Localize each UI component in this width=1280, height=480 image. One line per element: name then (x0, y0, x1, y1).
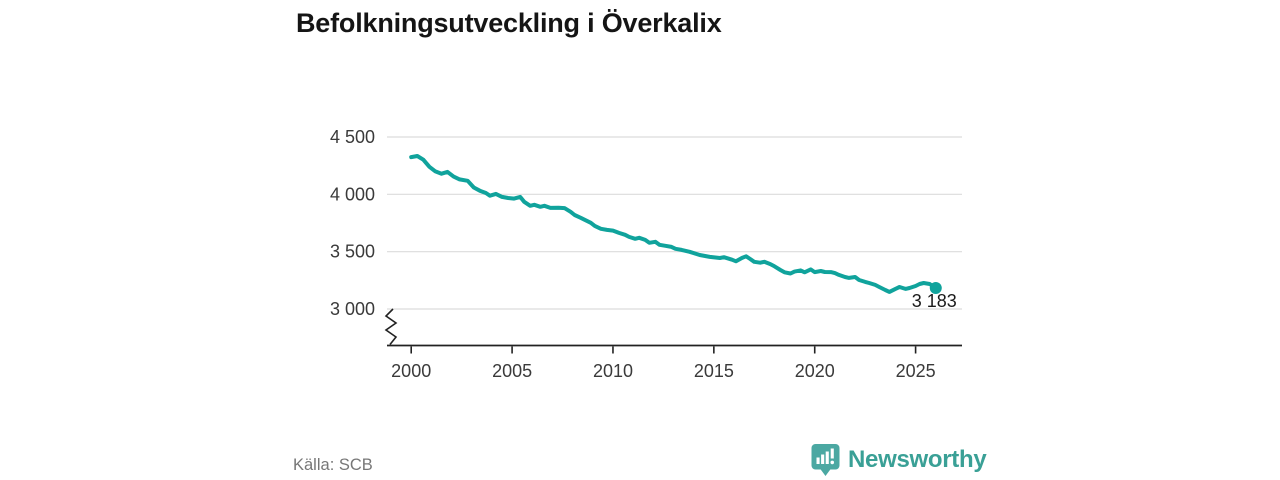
y-axis-tick-label: 4 000 (330, 184, 375, 204)
newsworthy-pin-barchart-icon (811, 444, 840, 476)
last-value-marker (929, 282, 942, 295)
source-label: Källa: SCB (293, 456, 373, 474)
y-axis-tick-label: 4 500 (330, 127, 375, 147)
x-axis-tick-label: 2005 (492, 361, 532, 381)
x-axis-tick-label: 2015 (694, 361, 734, 381)
y-axis-tick-label: 3 000 (330, 299, 375, 319)
chart-title: Befolkningsutveckling i Överkalix (296, 8, 722, 38)
axis-break-icon (384, 308, 398, 345)
y-axis-tick-label: 3 500 (330, 242, 375, 262)
x-axis-tick-label: 2020 (795, 361, 835, 381)
population-line-series (409, 154, 938, 294)
x-axis-tick-label: 2010 (593, 361, 633, 381)
newsworthy-wordmark: Newsworthy (848, 446, 987, 473)
x-axis-tick-label: 2025 (896, 361, 936, 381)
newsworthy-logo: Newsworthy (811, 444, 987, 476)
x-axis-tick-label: 2000 (391, 361, 431, 381)
last-value-label: 3 183 (912, 291, 957, 311)
